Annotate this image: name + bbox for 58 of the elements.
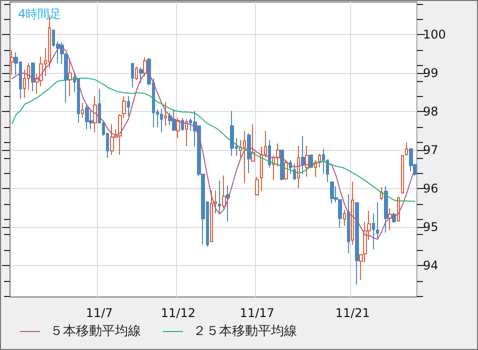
candlestick xyxy=(297,145,300,190)
x-tick-label: 11/21 xyxy=(335,306,370,320)
candlestick xyxy=(355,202,359,286)
candlestick xyxy=(347,194,350,254)
candlestick xyxy=(330,182,334,204)
candlestick xyxy=(280,150,284,181)
y-tick-label: 98 xyxy=(423,104,438,119)
candlestick xyxy=(143,56,147,77)
candlestick xyxy=(85,104,89,130)
candlestick xyxy=(255,176,259,196)
candlestick xyxy=(388,208,392,231)
text: 4時間足 xyxy=(18,7,62,21)
candlestick xyxy=(226,184,230,222)
candlestick xyxy=(139,66,143,84)
candlestick xyxy=(251,124,255,162)
y-tick-label: 97 xyxy=(423,143,438,158)
candlestick xyxy=(401,154,404,194)
candlestick xyxy=(301,135,305,175)
x-tick-label: 11/12 xyxy=(160,306,196,320)
candlestick xyxy=(164,102,167,126)
y-tick-label: 95 xyxy=(423,220,438,234)
y-tick-label: 100 xyxy=(423,28,446,42)
candlestick xyxy=(131,63,134,88)
x-tick-label: 11/17 xyxy=(240,306,274,320)
candlestick xyxy=(243,130,246,184)
candlestick xyxy=(409,148,413,172)
y-tick-label: 96 xyxy=(423,182,438,196)
line-series xyxy=(12,78,416,202)
candlestick xyxy=(176,118,180,139)
candlestick xyxy=(384,186,388,234)
candlestick xyxy=(110,124,114,156)
x-tick-label: 11/7 xyxy=(86,306,113,320)
legend-label: ２５本移動平均線 xyxy=(193,324,297,339)
candlestick xyxy=(127,96,130,116)
candlestick xyxy=(284,160,288,180)
candlestick xyxy=(185,118,188,146)
candlestick xyxy=(380,186,383,201)
candlestick xyxy=(405,142,408,156)
candlestick xyxy=(68,58,72,97)
candlestick xyxy=(218,180,221,214)
candlestick xyxy=(31,62,35,92)
candlestick xyxy=(210,190,213,242)
candlestick xyxy=(172,108,176,132)
candlestick xyxy=(247,133,251,174)
candlestick xyxy=(351,181,354,246)
candlestick xyxy=(222,174,226,210)
y-tick-label: 94 xyxy=(423,258,438,272)
y-tick-label: 99 xyxy=(423,66,438,80)
candlestick xyxy=(135,66,138,81)
candlestick xyxy=(160,108,163,133)
candlestick xyxy=(230,110,234,156)
candlestick xyxy=(93,96,97,133)
line-series xyxy=(12,46,416,240)
candlestick xyxy=(81,102,84,118)
candlestick xyxy=(305,145,309,178)
legend-label: ５本移動平均線 xyxy=(50,324,141,339)
candlestick xyxy=(293,163,296,180)
candlestick xyxy=(343,210,346,226)
